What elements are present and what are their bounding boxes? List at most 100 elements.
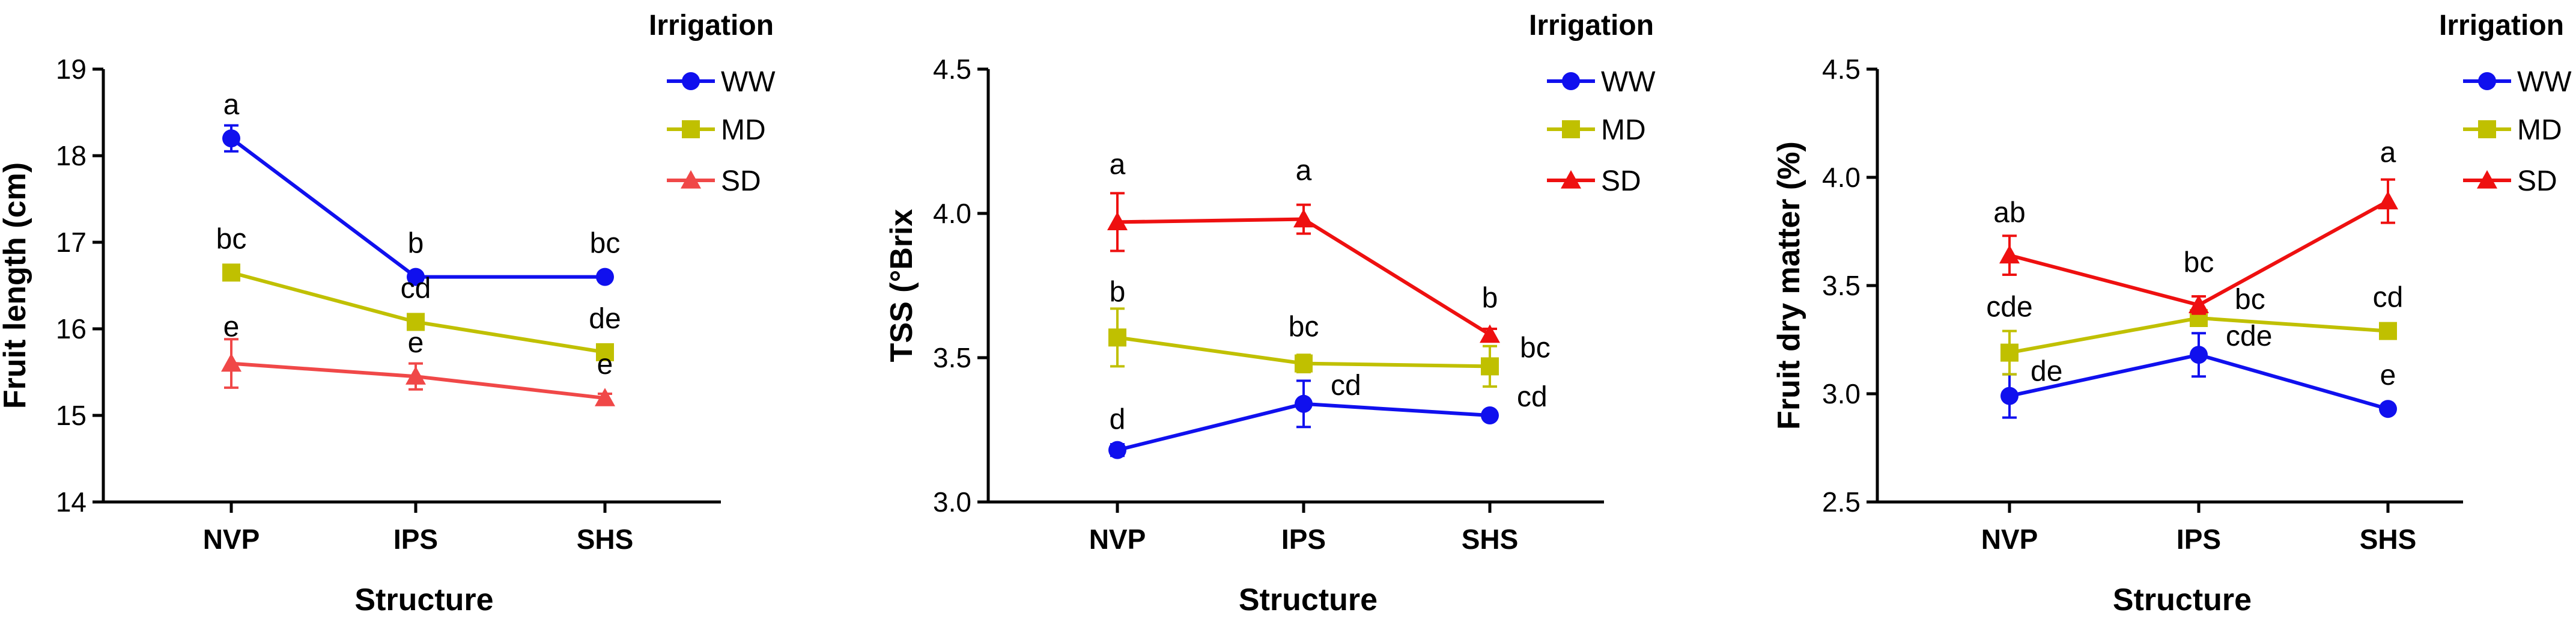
- x-tick-label: SHS: [1462, 524, 1519, 555]
- x-tick-label: IPS: [1281, 524, 1326, 555]
- x-tick-label: NVP: [1981, 524, 2038, 555]
- legend-label: WW: [721, 66, 776, 98]
- data-point: [222, 263, 240, 282]
- x-tick-label: SHS: [577, 524, 634, 555]
- y-tick-label: 4.5: [1822, 54, 1861, 85]
- x-tick-label: NVP: [203, 524, 260, 555]
- significance-label: bc: [1520, 332, 1551, 364]
- significance-label: cde: [2226, 320, 2272, 352]
- data-point: [222, 129, 240, 148]
- y-axis-title: Fruit dry matter (%): [1772, 141, 1806, 430]
- y-tick-label: 18: [56, 140, 87, 171]
- legend-label: SD: [1601, 165, 1641, 197]
- significance-label: bc: [590, 228, 621, 260]
- significance-label: e: [597, 349, 613, 381]
- significance-label: de: [589, 303, 621, 335]
- legend-label: MD: [2517, 114, 2562, 146]
- data-point: [1107, 212, 1128, 230]
- data-point: [407, 268, 425, 286]
- legend-label: MD: [1601, 114, 1646, 146]
- x-tick-label: NVP: [1089, 524, 1146, 555]
- data-point: [2378, 191, 2398, 210]
- data-point: [595, 388, 615, 406]
- significance-label: e: [223, 311, 240, 343]
- data-point: [1293, 209, 1314, 228]
- data-point: [1295, 354, 1313, 373]
- data-point: [2189, 295, 2209, 313]
- data-point: [2000, 387, 2019, 405]
- significance-label: de: [2031, 356, 2062, 388]
- significance-label: b: [408, 228, 424, 260]
- y-tick-label: 3.5: [933, 342, 971, 373]
- x-axis-title: Structure: [2113, 583, 2252, 617]
- series-md: cde bc cd: [1986, 282, 2404, 376]
- y-tick-label: 3.5: [1822, 270, 1861, 301]
- x-axis-title: Structure: [1239, 583, 1378, 617]
- legend: Irrigation WW MD SD: [649, 10, 776, 197]
- significance-label: d: [1110, 404, 1126, 436]
- series-md: bc cd de: [216, 223, 621, 361]
- data-point: [221, 353, 242, 372]
- data-point: [2379, 322, 2397, 340]
- legend-label: WW: [1601, 66, 1656, 98]
- series-sd: a a b: [1107, 148, 1500, 343]
- y-tick-label: 19: [56, 54, 87, 85]
- significance-label: a: [2380, 137, 2396, 169]
- significance-label: e: [408, 327, 424, 359]
- significance-label: cde: [1986, 292, 2032, 323]
- significance-label: bc: [216, 223, 247, 255]
- y-tick-label: 16: [56, 313, 87, 344]
- y-tick-label: 3.0: [1822, 378, 1861, 409]
- legend-marker: [1562, 120, 1580, 138]
- x-axis-title: Structure: [354, 583, 493, 617]
- data-point: [1999, 245, 2020, 264]
- legend-marker: [2478, 120, 2496, 138]
- x-tick-label: IPS: [2177, 524, 2221, 555]
- data-point: [406, 366, 426, 385]
- data-point: [1480, 324, 1500, 343]
- data-point: [2379, 400, 2397, 418]
- data-point: [1481, 357, 1499, 376]
- data-point: [596, 268, 614, 286]
- significance-label: ab: [1993, 197, 2025, 229]
- data-point: [2000, 343, 2019, 362]
- significance-label: cd: [401, 272, 431, 304]
- significance-label: e: [2380, 359, 2396, 391]
- series-sd: e e e: [221, 311, 615, 406]
- legend: Irrigation WW MD SD: [1529, 10, 1656, 197]
- series-sd: ab bc a: [1993, 137, 2398, 315]
- data-point: [1481, 406, 1499, 424]
- y-axis-title: Fruit length (cm): [0, 162, 32, 409]
- significance-label: cd: [1331, 370, 1361, 402]
- series-ww: a b bc: [222, 89, 620, 286]
- data-point: [2190, 346, 2208, 364]
- legend-title: Irrigation: [1529, 10, 1654, 41]
- legend-label: WW: [2517, 66, 2572, 98]
- significance-label: cd: [2373, 282, 2404, 314]
- x-tick-label: SHS: [2360, 524, 2417, 555]
- significance-label: bc: [1289, 311, 1319, 343]
- significance-label: a: [1296, 155, 1312, 187]
- series-ww: de cde e: [2000, 320, 2397, 419]
- series-ww: d cd cd: [1108, 370, 1548, 459]
- y-tick-label: 3.0: [933, 486, 971, 518]
- legend-marker: [682, 120, 700, 138]
- data-point: [407, 313, 425, 331]
- data-point: [596, 343, 614, 361]
- y-tick-label: 4.0: [933, 198, 971, 229]
- y-tick-label: 14: [56, 486, 87, 518]
- legend: Irrigation WW MD SD: [2439, 10, 2572, 197]
- chart-panel-1: 14 15 16 17 18 19 NVP IPS SHS Structure Fruit leng…: [0, 10, 776, 617]
- significance-label: cd: [1517, 381, 1548, 413]
- legend-marker: [1562, 72, 1580, 90]
- significance-label: b: [1482, 283, 1498, 314]
- significance-label: bc: [2235, 284, 2265, 316]
- data-point: [1295, 394, 1313, 413]
- legend-title: Irrigation: [2439, 10, 2564, 41]
- significance-label: bc: [2184, 246, 2214, 278]
- legend-marker: [681, 170, 701, 189]
- chart-panel-3: 2.5 3.0 3.5 4.0 4.5 NVP IPS SHS Structure Fruit d…: [1772, 10, 2572, 617]
- legend-title: Irrigation: [649, 10, 774, 41]
